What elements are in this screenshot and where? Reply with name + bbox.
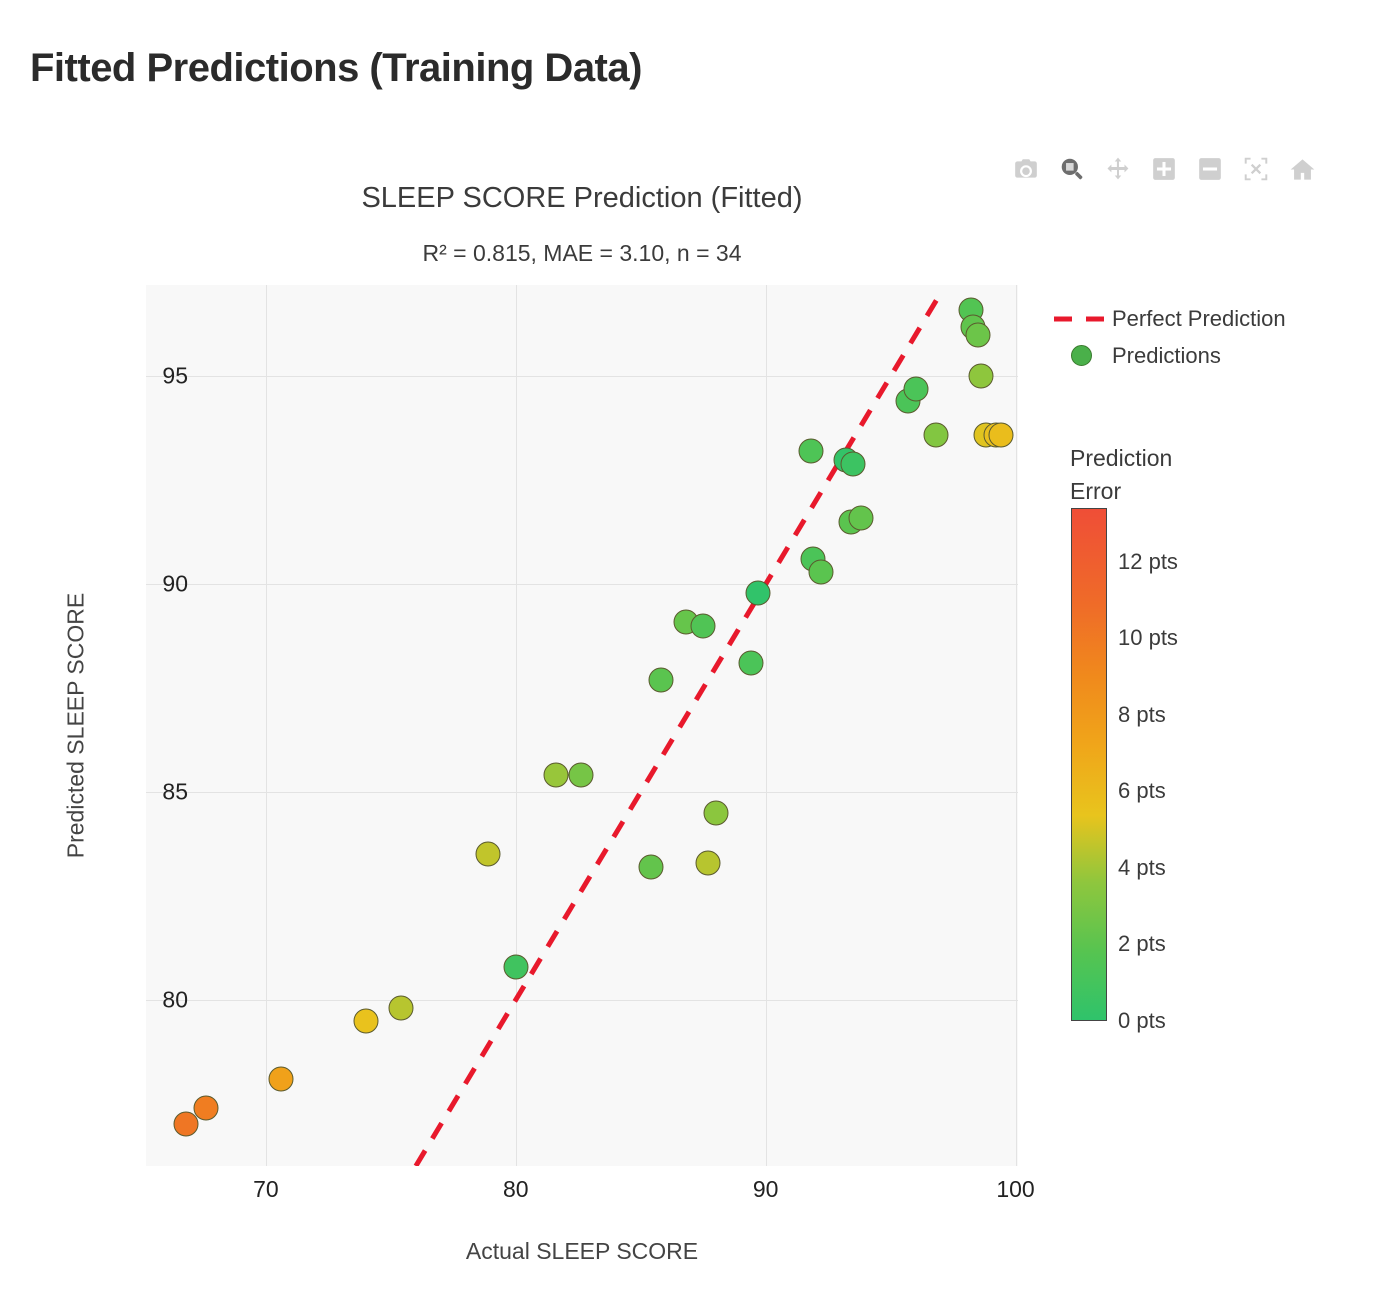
- data-point[interactable]: [703, 800, 729, 826]
- zoom-out-icon[interactable]: [1196, 155, 1224, 183]
- data-point[interactable]: [543, 762, 569, 788]
- x-tick-label: 100: [996, 1176, 1035, 1202]
- zoom-box-icon[interactable]: [1058, 155, 1086, 183]
- colorbar-tick-label: 8 pts: [1118, 701, 1166, 727]
- y-tick-label: 90: [162, 570, 188, 597]
- data-point[interactable]: [848, 505, 874, 531]
- colorbar-tick-label: 0 pts: [1118, 1008, 1166, 1033]
- data-point[interactable]: [173, 1111, 199, 1137]
- data-point[interactable]: [798, 438, 824, 464]
- chart-subtitle: R² = 0.815, MAE = 3.10, n = 34: [422, 240, 742, 266]
- data-point[interactable]: [695, 850, 721, 876]
- colorbar-tick-label: 6 pts: [1118, 778, 1166, 804]
- plotly-modebar[interactable]: [1012, 155, 1316, 183]
- data-point[interactable]: [840, 451, 866, 477]
- colorbar-title: Prediction Error: [1070, 445, 1173, 504]
- data-point[interactable]: [988, 422, 1013, 448]
- data-point[interactable]: [568, 762, 594, 788]
- colorbar-tick-label: 4 pts: [1118, 854, 1166, 880]
- x-tick-label: 80: [502, 1176, 529, 1202]
- x-tick-label: 90: [752, 1176, 779, 1202]
- data-point[interactable]: [738, 650, 764, 676]
- gridline-vertical: [265, 285, 267, 1166]
- x-tick-label: 70: [253, 1176, 279, 1202]
- y-tick-label: 80: [162, 986, 188, 1013]
- data-point[interactable]: [808, 559, 834, 585]
- data-point[interactable]: [648, 667, 674, 693]
- data-point[interactable]: [268, 1066, 294, 1092]
- zoom-in-icon[interactable]: [1150, 155, 1178, 183]
- data-point[interactable]: [965, 322, 991, 348]
- y-tick-label: 85: [162, 778, 188, 805]
- colorbar-tick-label: 10 pts: [1118, 625, 1178, 651]
- data-point[interactable]: [193, 1095, 219, 1121]
- gridline-vertical: [765, 285, 767, 1166]
- home-reset-icon[interactable]: [1288, 155, 1316, 183]
- data-point[interactable]: [690, 613, 716, 639]
- data-point[interactable]: [353, 1008, 379, 1034]
- legend-label-perfect-prediction: Perfect Prediction: [1112, 305, 1286, 331]
- data-point[interactable]: [968, 363, 994, 389]
- y-axis-title: Predicted SLEEP SCORE: [62, 592, 89, 859]
- gridline-horizontal: [146, 376, 1018, 378]
- data-point[interactable]: [745, 580, 771, 606]
- data-point[interactable]: [923, 422, 949, 448]
- chart-title: SLEEP SCORE Prediction (Fitted): [361, 182, 803, 214]
- gridline-horizontal: [146, 584, 1018, 586]
- page-title: Fitted Predictions (Training Data): [30, 46, 642, 90]
- data-point[interactable]: [388, 995, 414, 1021]
- colorbar-gradient: [1071, 508, 1107, 1021]
- perfect-prediction-line: [413, 292, 943, 1166]
- legend[interactable]: Perfect Prediction Predictions: [1050, 300, 1286, 374]
- x-axis-title: Actual SLEEP SCORE: [465, 1238, 699, 1264]
- download-plot-icon[interactable]: [1012, 155, 1040, 183]
- data-point[interactable]: [638, 854, 664, 880]
- y-tick-label: 95: [162, 362, 188, 389]
- colorbar-tick-label: 12 pts: [1118, 548, 1178, 574]
- gridline-vertical: [515, 285, 517, 1166]
- gridline-horizontal: [146, 999, 1018, 1001]
- legend-label-predictions: Predictions: [1112, 342, 1221, 368]
- colorbar-tick-label: 2 pts: [1118, 931, 1166, 957]
- circle-marker-icon: [1050, 345, 1112, 366]
- legend-item-predictions[interactable]: Predictions: [1050, 337, 1286, 374]
- data-point[interactable]: [903, 376, 929, 402]
- pan-icon[interactable]: [1104, 155, 1132, 183]
- data-point[interactable]: [503, 954, 529, 980]
- autoscale-icon[interactable]: [1242, 155, 1270, 183]
- data-point[interactable]: [475, 841, 501, 867]
- gridline-horizontal: [146, 791, 1018, 793]
- legend-item-perfect-prediction[interactable]: Perfect Prediction: [1050, 300, 1286, 337]
- dashed-line-icon: [1050, 314, 1112, 324]
- gridline-vertical: [1015, 285, 1017, 1166]
- plot-area[interactable]: [146, 285, 1018, 1166]
